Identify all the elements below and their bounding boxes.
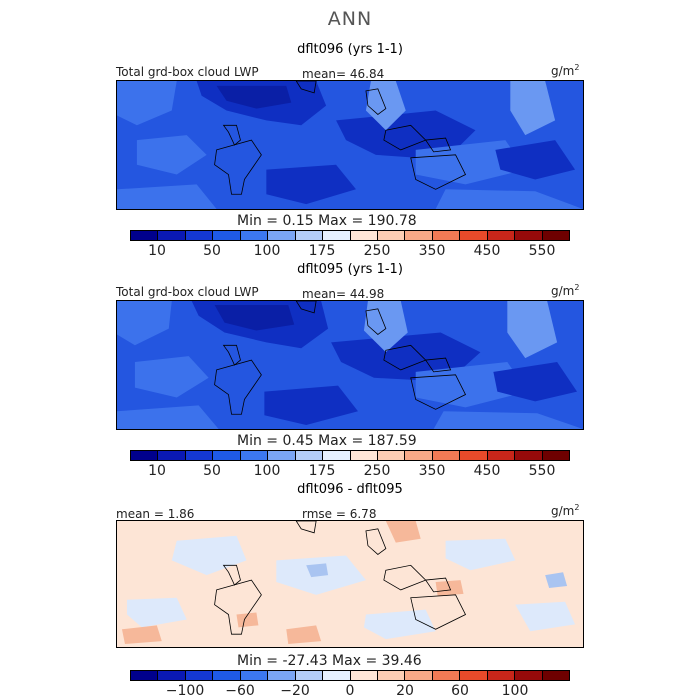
colorbar-swatch [487, 671, 516, 680]
colorbar-swatch [185, 671, 214, 680]
colorbar-swatch [213, 451, 241, 460]
colorbar-swatch [213, 671, 241, 680]
colorbar-tick: 50 [203, 243, 221, 259]
panel-1-colorbar-ticks: 10 50 100 175 250 350 450 550 [0, 243, 700, 261]
colorbar-swatch [158, 451, 186, 460]
colorbar-swatch [295, 231, 324, 240]
colorbar-swatch [131, 671, 159, 680]
panel-1-mean: mean= 46.84 [302, 67, 385, 81]
colorbar-swatch [542, 451, 569, 460]
panel-2-map [116, 300, 584, 430]
panel-1-map-field [117, 81, 583, 209]
colorbar-swatch [323, 671, 351, 680]
colorbar-tick: 20 [396, 683, 414, 699]
colorbar-tick: 550 [528, 463, 556, 479]
colorbar-swatch [131, 231, 159, 240]
colorbar-swatch [542, 671, 569, 680]
colorbar-swatch [405, 231, 433, 240]
panel-3-title: dflt096 - dflt095 [297, 482, 403, 497]
colorbar-swatch [240, 231, 269, 240]
colorbar-swatch [158, 671, 186, 680]
colorbar-tick: 250 [363, 243, 391, 259]
colorbar-tick: 50 [203, 463, 221, 479]
colorbar-tick: 450 [473, 243, 501, 259]
colorbar-tick: 60 [451, 683, 469, 699]
panel-2-field-label: Total grd-box cloud LWP [116, 285, 259, 299]
colorbar-swatch [515, 231, 543, 240]
colorbar-tick: 100 [253, 243, 281, 259]
colorbar-swatch [377, 671, 406, 680]
panel-2-colorbar [130, 450, 570, 461]
colorbar-swatch [460, 231, 488, 240]
colorbar-swatch [487, 231, 516, 240]
colorbar-swatch [515, 671, 543, 680]
colorbar-tick: 10 [148, 463, 166, 479]
panel-2-mean: mean= 44.98 [302, 287, 385, 301]
colorbar-tick: 550 [528, 243, 556, 259]
colorbar-swatch [350, 231, 378, 240]
colorbar-tick: −20 [280, 683, 310, 699]
panel-1-title: dflt096 (yrs 1-1) [297, 42, 403, 57]
panel-3-map [116, 520, 584, 648]
panel-1-colorbar [130, 230, 570, 241]
colorbar-tick: 100 [501, 683, 529, 699]
colorbar-tick: 250 [363, 463, 391, 479]
panel-2-map-field [117, 301, 583, 429]
colorbar-swatch [405, 451, 433, 460]
colorbar-swatch [240, 671, 269, 680]
colorbar-tick: 450 [473, 463, 501, 479]
panel-3-colorbar-ticks: −100 −60 −20 0 20 60 100 [0, 683, 700, 700]
colorbar-tick: 0 [345, 683, 355, 699]
colorbar-swatch [185, 231, 214, 240]
colorbar-swatch [268, 231, 296, 240]
colorbar-swatch [213, 231, 241, 240]
colorbar-swatch [460, 671, 488, 680]
colorbar-swatch [295, 451, 324, 460]
colorbar-swatch [350, 671, 378, 680]
colorbar-tick: −100 [165, 683, 205, 699]
colorbar-swatch [432, 231, 461, 240]
panel-2-units: g/m2 [551, 283, 580, 298]
colorbar-swatch [158, 231, 186, 240]
colorbar-swatch [131, 451, 159, 460]
panel-1-map [116, 80, 584, 210]
panel-3-mean: mean = 1.86 [116, 507, 195, 521]
colorbar-tick: −60 [225, 683, 255, 699]
colorbar-swatch [542, 231, 569, 240]
panel-3-map-field [117, 521, 583, 647]
panel-3-minmax: Min = -27.43 Max = 39.46 [237, 653, 422, 669]
colorbar-swatch [460, 451, 488, 460]
colorbar-swatch [377, 451, 406, 460]
colorbar-tick: 350 [418, 463, 446, 479]
colorbar-tick: 175 [308, 243, 336, 259]
colorbar-swatch [323, 451, 351, 460]
panel-2-colorbar-ticks: 10 50 100 175 250 350 450 550 [0, 463, 700, 481]
colorbar-swatch [432, 451, 461, 460]
panel-1-minmax: Min = 0.15 Max = 190.78 [237, 213, 417, 229]
colorbar-swatch [487, 451, 516, 460]
panel-3-rmse: rmse = 6.78 [302, 507, 377, 521]
colorbar-swatch [268, 451, 296, 460]
panel-2-title: dflt095 (yrs 1-1) [297, 262, 403, 277]
panel-1-units: g/m2 [551, 63, 580, 78]
colorbar-tick: 175 [308, 463, 336, 479]
panel-1-field-label: Total grd-box cloud LWP [116, 65, 259, 79]
colorbar-swatch [185, 451, 214, 460]
colorbar-swatch [515, 451, 543, 460]
colorbar-swatch [432, 671, 461, 680]
colorbar-swatch [350, 451, 378, 460]
colorbar-tick: 100 [253, 463, 281, 479]
panel-2-minmax: Min = 0.45 Max = 187.59 [237, 433, 417, 449]
panel-3-colorbar [130, 670, 570, 681]
colorbar-swatch [295, 671, 324, 680]
colorbar-swatch [377, 231, 406, 240]
colorbar-tick: 350 [418, 243, 446, 259]
colorbar-swatch [405, 671, 433, 680]
panel-3-units: g/m2 [551, 503, 580, 518]
colorbar-swatch [240, 451, 269, 460]
colorbar-swatch [268, 671, 296, 680]
colorbar-tick: 10 [148, 243, 166, 259]
colorbar-swatch [323, 231, 351, 240]
main-title: ANN [327, 8, 373, 30]
